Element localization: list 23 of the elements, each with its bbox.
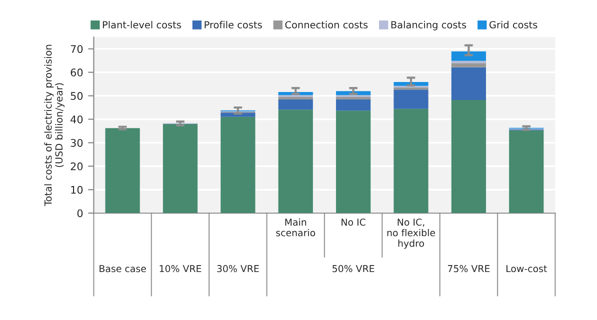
y-tick-label: 50: [70, 92, 83, 100]
y-tick-label: 20: [70, 162, 83, 170]
x-tick-label: 10% VRE: [160, 265, 202, 272]
y-tick-label: 70: [70, 45, 83, 53]
y-tick-label: 30: [70, 138, 83, 147]
y-axis-title: Total costs of electricity provision (USD billion/year): [44, 44, 64, 206]
y-tick-label: 0: [77, 209, 83, 218]
x-tick-label: Low-cost: [506, 265, 547, 272]
x-tick-label: No IC: [342, 218, 366, 226]
legend-label: Grid costs: [489, 20, 538, 28]
y-tick-label: 60: [70, 68, 83, 76]
text: 50% VRE: [332, 265, 374, 272]
x-tick-label: Main scenario: [276, 218, 316, 236]
x-tick-label: 75% VRE: [448, 265, 490, 272]
y-tick-label: 10: [71, 186, 83, 194]
y-tick-label: 40: [70, 115, 83, 124]
x-tick-label: No IC, no flexible hydro: [387, 218, 435, 249]
legend-label: Connection costs: [285, 20, 368, 28]
x-tick-label: Base case: [100, 265, 146, 272]
legend-label: Balancing costs: [391, 20, 466, 30]
x-tick-label: 30% VRE: [217, 265, 259, 272]
legend-label: Plant-level costs: [102, 20, 181, 28]
legend-label: Profile costs: [204, 20, 262, 28]
